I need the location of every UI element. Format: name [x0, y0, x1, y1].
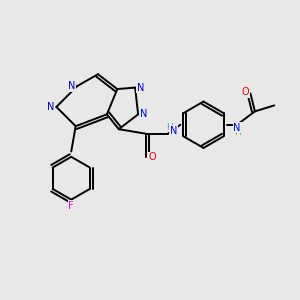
- Text: N: N: [137, 82, 144, 93]
- Text: O: O: [241, 87, 249, 97]
- Text: N: N: [140, 109, 147, 119]
- Text: N: N: [170, 126, 178, 136]
- Text: F: F: [68, 201, 74, 211]
- Text: H: H: [166, 123, 173, 132]
- Text: H: H: [234, 128, 241, 137]
- Text: N: N: [47, 102, 55, 112]
- Text: N: N: [233, 123, 241, 133]
- Text: O: O: [148, 152, 156, 162]
- Text: N: N: [68, 81, 76, 91]
